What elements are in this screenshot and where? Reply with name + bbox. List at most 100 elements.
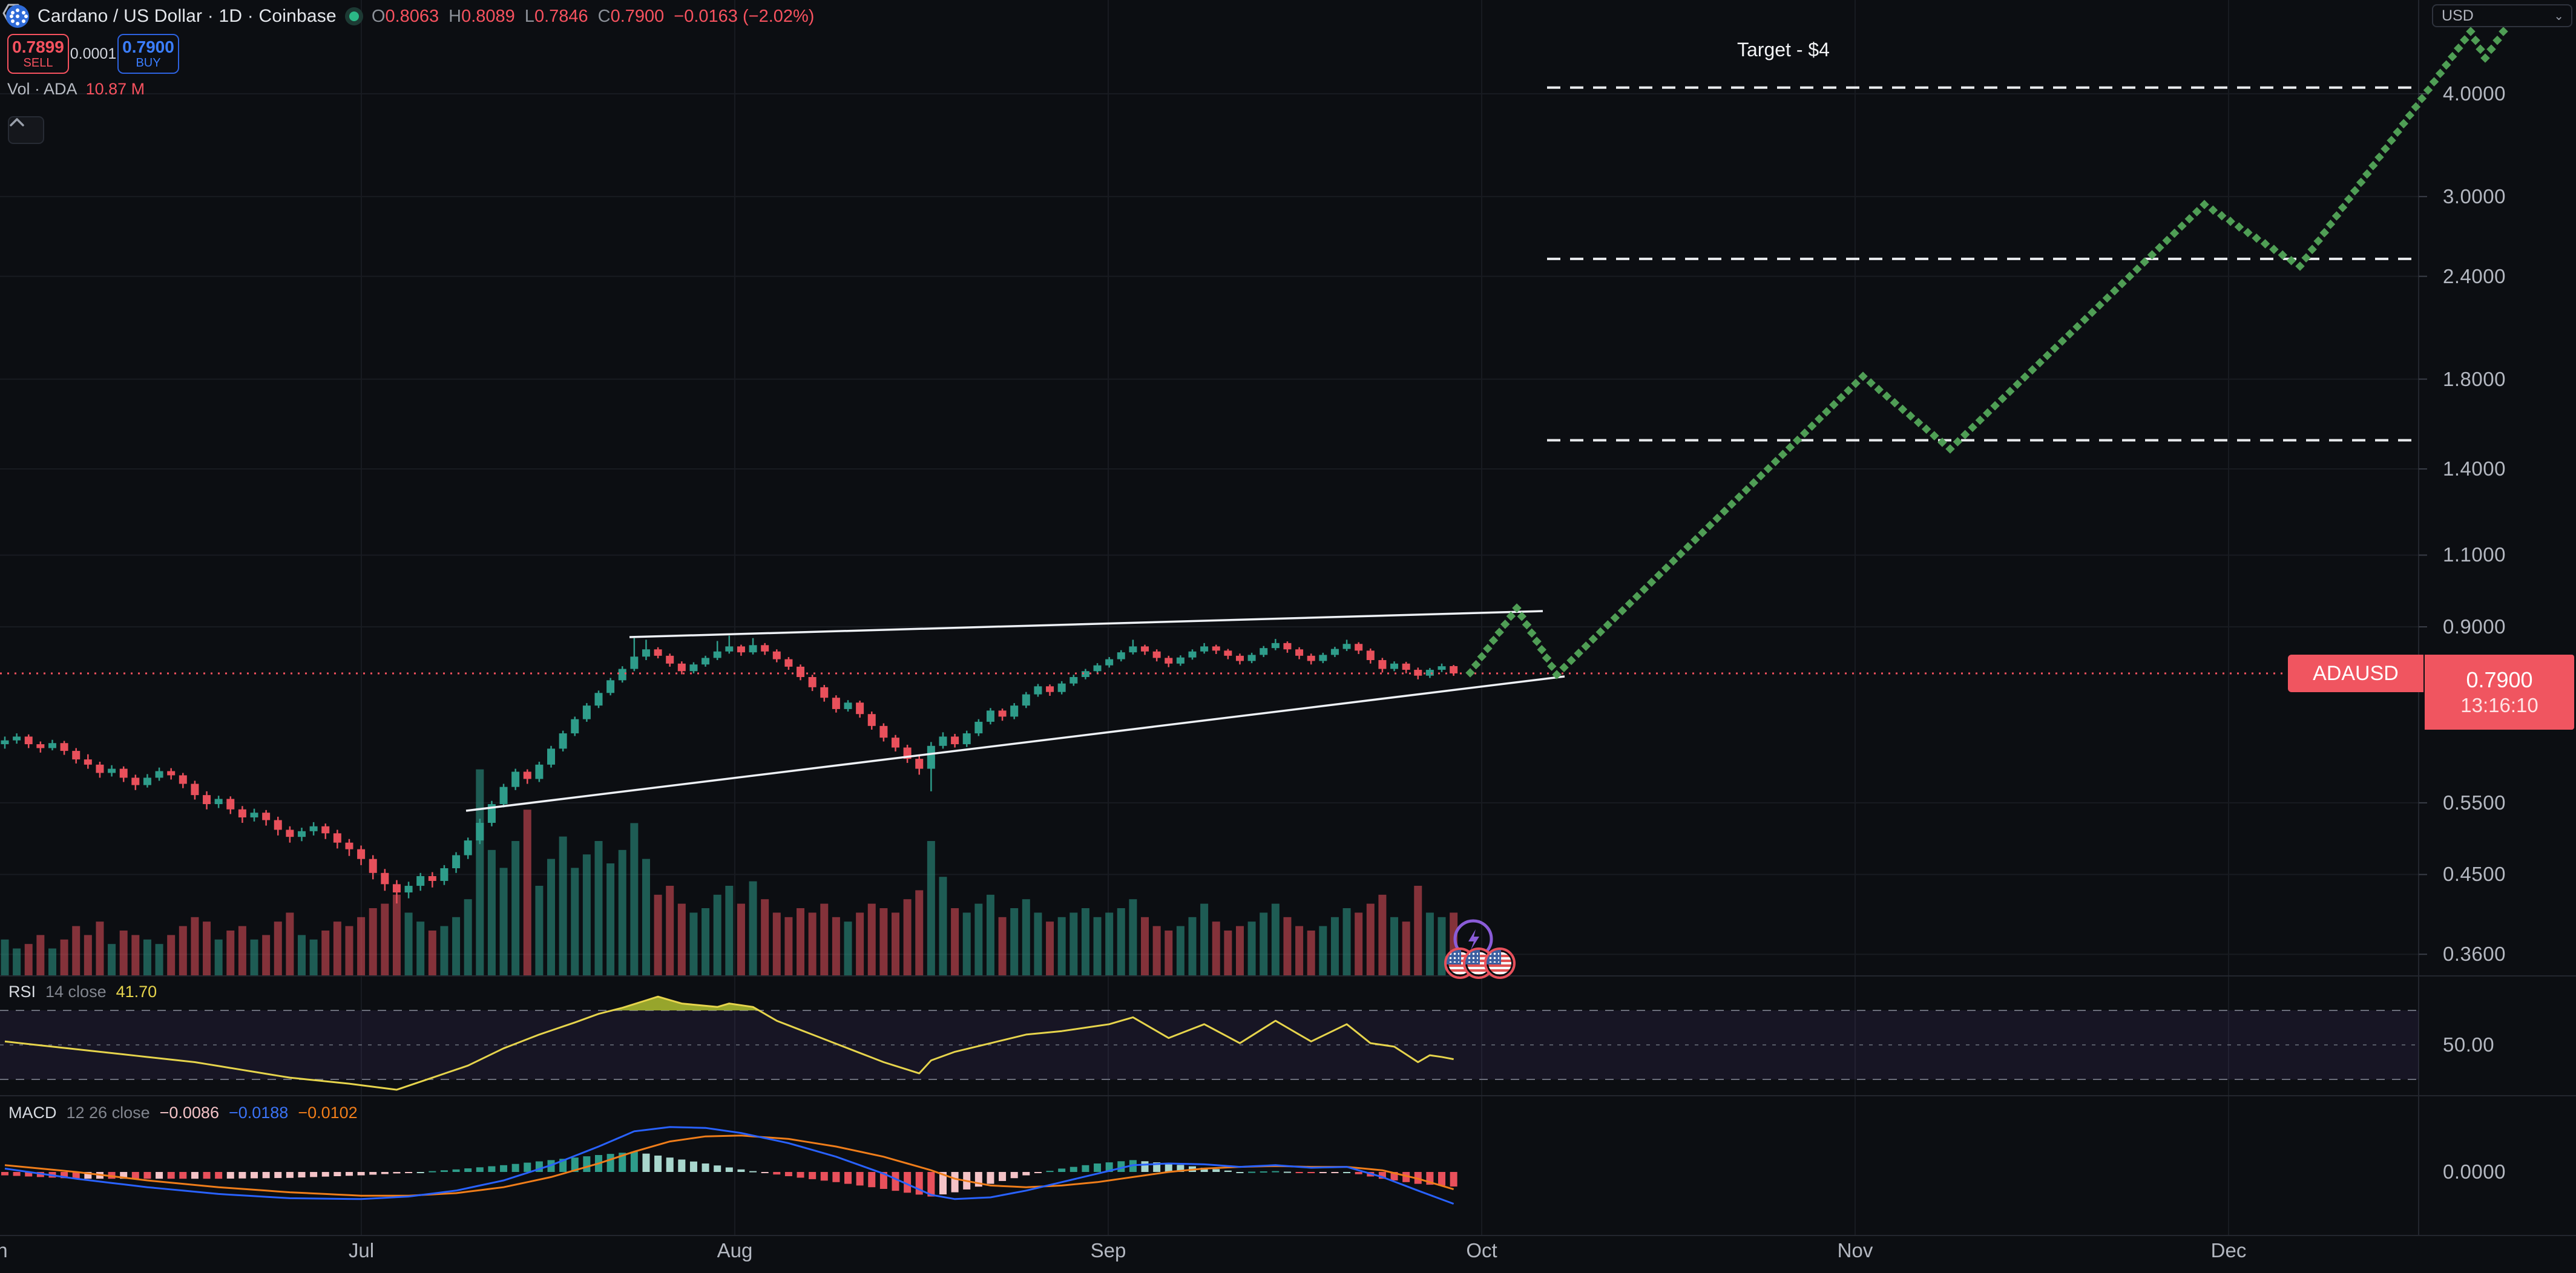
volume-bar xyxy=(784,917,793,975)
macd-hist-bar xyxy=(143,1172,151,1179)
candle-body xyxy=(761,645,769,652)
volume-bar xyxy=(1366,903,1375,975)
volume-bar xyxy=(1188,917,1197,975)
macd-hist-bar xyxy=(1307,1172,1315,1173)
projection-dot xyxy=(1778,450,1788,459)
buy-button[interactable]: 0.7900 BUY xyxy=(117,34,179,74)
volume-bar xyxy=(654,894,662,975)
us-economic-event-icon[interactable] xyxy=(1484,947,1516,979)
currency-selector[interactable]: USD ⌄ xyxy=(2432,4,2572,27)
volume-bar xyxy=(1200,903,1209,975)
price-axis-tick[interactable]: 0.4500 xyxy=(2443,863,2506,886)
volume-bar xyxy=(238,926,246,975)
market-status-icon[interactable] xyxy=(344,7,363,25)
macd-hist-bar xyxy=(642,1153,650,1172)
candle-body xyxy=(321,826,330,834)
time-axis-month[interactable]: Sep xyxy=(1090,1239,1126,1262)
price-axis-tick[interactable]: 3.0000 xyxy=(2443,185,2506,208)
volume-bar xyxy=(298,935,306,975)
macd-hist-bar xyxy=(868,1172,876,1188)
projection-dot xyxy=(1566,655,1576,666)
projection-dot xyxy=(2124,272,2135,281)
volume-bar xyxy=(879,908,888,975)
macd-signal-line[interactable] xyxy=(4,1134,1454,1197)
volume-bar xyxy=(167,935,176,975)
macd-hist-value: −0.0086 xyxy=(159,1104,219,1122)
volume-bar xyxy=(535,886,544,975)
candle-body xyxy=(737,646,745,653)
macd-axis-tick[interactable]: 0.0000 xyxy=(2443,1160,2506,1183)
candle-body xyxy=(571,719,579,734)
macd-legend[interactable]: MACD 12 26 close −0.0086 −0.0188 −0.0102 xyxy=(8,1104,358,1122)
candle-body xyxy=(392,884,401,893)
projection-dot xyxy=(1821,407,1832,417)
macd-hist-bar xyxy=(1046,1171,1054,1173)
projection-dot xyxy=(2387,136,2396,145)
time-axis-month[interactable]: Jul xyxy=(348,1239,375,1262)
macd-line[interactable] xyxy=(4,1126,1454,1205)
candle-body xyxy=(986,710,994,722)
price-axis-tick[interactable]: 1.4000 xyxy=(2443,457,2506,480)
projection-dot xyxy=(2102,293,2112,303)
projection-dot xyxy=(2393,127,2402,137)
chevron-up-icon xyxy=(10,118,24,126)
time-axis-month[interactable]: Jun xyxy=(0,1239,8,1262)
candle-body xyxy=(36,744,45,748)
volume-bar xyxy=(582,854,591,975)
cardano-logo-icon[interactable] xyxy=(6,5,29,28)
time-axis-month[interactable]: Dec xyxy=(2210,1239,2247,1262)
macd-hist-bar xyxy=(1438,1172,1446,1186)
candle-body xyxy=(1366,650,1375,660)
last-price-label: 0.7900 13:16:10 xyxy=(2425,655,2574,730)
rsi-legend[interactable]: RSI 14 close 41.70 xyxy=(8,983,157,1001)
collapse-legend-button[interactable] xyxy=(8,116,44,144)
projection-dot xyxy=(2331,211,2342,221)
macd-line-value: −0.0188 xyxy=(228,1104,289,1122)
rsi-axis-tick[interactable]: 50.00 xyxy=(2443,1033,2495,1056)
volume-bar xyxy=(1283,917,1292,975)
price-axis-tick[interactable]: 2.4000 xyxy=(2443,264,2506,287)
volume-bar xyxy=(1390,917,1399,975)
volume-bar xyxy=(357,917,366,975)
rising-support[interactable] xyxy=(465,675,1565,812)
price-axis-tick[interactable]: 0.5500 xyxy=(2443,791,2506,814)
symbol-title[interactable]: Cardano / US Dollar · 1D · Coinbase xyxy=(38,6,337,26)
projection-dot xyxy=(1581,641,1591,651)
high-value: 0.8089 xyxy=(461,6,515,26)
time-axis-month[interactable]: Aug xyxy=(717,1239,753,1262)
candle-body xyxy=(951,736,959,745)
trade-panel: 0.7899 SELL 0.0001 0.7900 BUY xyxy=(7,34,179,74)
candle-body xyxy=(167,771,176,776)
volume-bar xyxy=(274,921,282,975)
projection-dot xyxy=(2368,160,2378,171)
volume-bar xyxy=(939,877,947,975)
projection-dot xyxy=(2480,53,2490,63)
time-axis-month[interactable]: Oct xyxy=(1466,1239,1497,1262)
rsi-line[interactable] xyxy=(4,995,1454,1091)
price-axis-tick[interactable]: 1.1000 xyxy=(2443,543,2506,566)
volume-bar xyxy=(892,912,899,975)
price-axis-tick[interactable]: 1.8000 xyxy=(2443,367,2506,390)
candle-body xyxy=(892,738,899,748)
volume-bar xyxy=(1414,886,1422,975)
sell-button[interactable]: 0.7899 SELL xyxy=(7,34,69,74)
projection-dot xyxy=(2350,186,2360,196)
price-axis-tick[interactable]: 0.9000 xyxy=(2443,615,2506,638)
projection-dot xyxy=(1574,649,1583,658)
macd-hist-bar xyxy=(1165,1163,1172,1172)
price-axis-tick[interactable]: 0.3600 xyxy=(2443,943,2506,966)
volume-bar xyxy=(333,921,341,975)
candle-body xyxy=(523,771,531,779)
candle-body xyxy=(96,764,104,773)
time-axis-month[interactable]: Nov xyxy=(1837,1239,1873,1262)
price-axis-tick[interactable]: 4.0000 xyxy=(2443,82,2506,105)
projection-dot xyxy=(2286,255,2296,266)
candle-body xyxy=(226,799,235,810)
candle-body xyxy=(309,826,318,831)
projection-dot xyxy=(2399,119,2408,129)
candle-body xyxy=(1283,643,1292,650)
macd-hist-bar xyxy=(298,1172,306,1178)
projection-path[interactable] xyxy=(1465,27,2508,679)
upper-flat-resistance[interactable] xyxy=(629,610,1543,638)
